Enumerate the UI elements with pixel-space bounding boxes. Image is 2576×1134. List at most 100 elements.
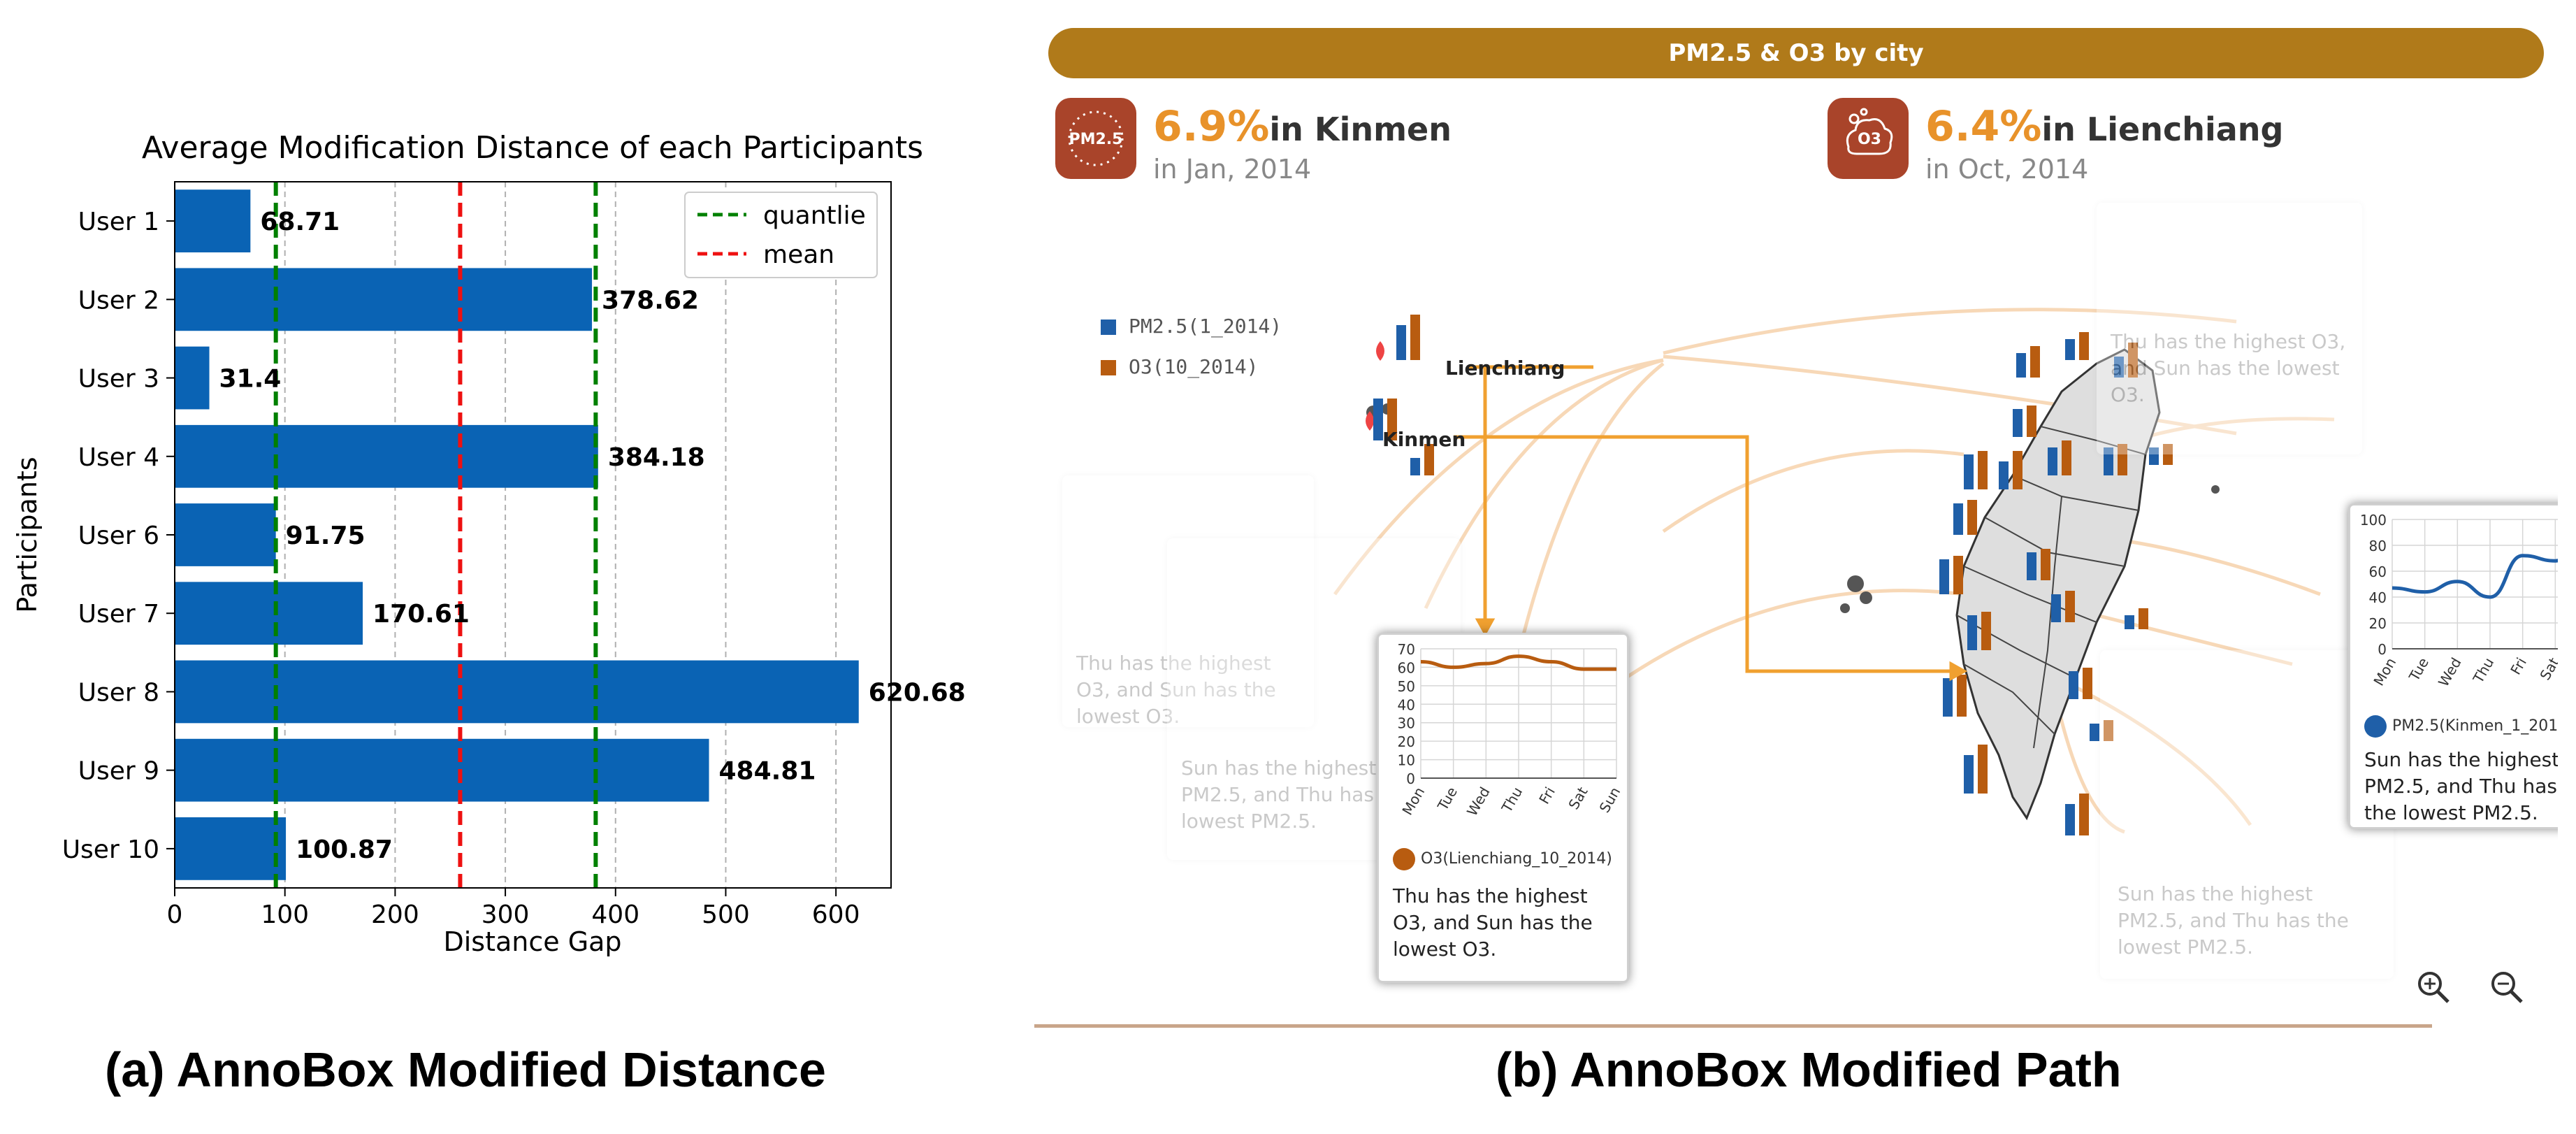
pm25-icon: PM2.5 (1055, 98, 1136, 179)
bar-value-label: 378.62 (602, 286, 699, 315)
mini-y-tick: 0 (2378, 641, 2387, 658)
annotation-card-pm25[interactable]: 100 80 60 40 20 0 Mon Tue Wed Thu Fri Sat Sun PM2.5(… (2348, 503, 2558, 829)
card-series-pm25: PM2.5(Kinmen_1_2014) (2364, 715, 2558, 738)
bar-value-label: 31.4 (219, 365, 282, 394)
zoom-out-icon[interactable] (2488, 968, 2527, 1007)
card-description: Thu has the highest O3, and Sun has the … (1393, 884, 1593, 961)
legend-o3-swatch (1101, 360, 1116, 375)
flow-curves (1333, 308, 2335, 834)
value-labels: 68.71 378.62 31.4 384.18 91.75 170.61 620.68 48… (219, 208, 966, 864)
bar (175, 660, 859, 724)
ghost-card[interactable]: Thu has the highest O3, and Sun has the … (1062, 475, 1314, 728)
x-tick-label: 0 (167, 900, 183, 929)
bar (175, 738, 709, 802)
dashboard-header: PM2.5 & O3 by city (1048, 28, 2544, 78)
legend-quantile-label: quantlie (763, 201, 866, 230)
mini-x-tick: Sun (1596, 784, 1624, 816)
zoom-in-icon[interactable] (2415, 968, 2454, 1007)
mini-x-tick: Wed (1463, 784, 1493, 819)
taiwan-map: Lienchiang Kinmen (1333, 308, 2335, 835)
ghost-card[interactable]: Thu has the highest O3, and Sun has the … (2097, 203, 2362, 454)
mini-y-tick: 20 (2369, 615, 2387, 632)
ghost-card-text: Thu has the highest O3, and Sun has the … (2111, 330, 2346, 406)
mini-y-tick: 40 (2369, 589, 2387, 606)
bar (175, 582, 363, 645)
x-tick-label: 500 (702, 900, 750, 929)
kpi-percent: 6.4% (1925, 102, 2042, 151)
map-area[interactable]: PM2.5(1_2014) O3(10_2014) (1034, 203, 2558, 1021)
mini-y-tick: 50 (1398, 678, 1415, 695)
legend-pm25-label: PM2.5(1_2014) (1129, 315, 1282, 338)
y-tick-label: User 10 (62, 835, 159, 864)
mini-x-tick: Wed (2435, 655, 2465, 690)
mini-y-tick: 20 (1398, 733, 1415, 750)
lienchiang-pin-icon (1376, 341, 1384, 361)
x-axis-ticks: 0 100 200 300 400 500 600 (167, 888, 860, 929)
bar-value-label: 484.81 (719, 757, 816, 786)
y-tick-label: User 4 (78, 443, 159, 472)
bar (175, 424, 598, 488)
bar-group (175, 189, 859, 880)
bar (175, 268, 593, 331)
bar-value-label: 620.68 (869, 678, 966, 707)
y-tick-label: User 1 (78, 208, 159, 236)
legend-o3-label: O3(10_2014) (1129, 355, 1259, 378)
ghost-card[interactable]: Sun has the highest PM2.5, and Thu has t… (2100, 650, 2394, 979)
kpi-date: in Jan, 2014 (1153, 154, 1312, 185)
bar (175, 189, 251, 252)
city-bars (1373, 315, 2173, 835)
mini-y-tick: 40 (1398, 696, 1415, 713)
bar-value-label: 384.18 (608, 443, 705, 472)
o3-icon: O3 (1828, 98, 1909, 179)
kpi-percent: 6.9% (1153, 102, 1270, 151)
mini-x-tick: Sat (1565, 784, 1591, 812)
chart-legend: quantlie mean (684, 192, 878, 278)
ghost-card-text: Sun has the highest PM2.5, and Thu has t… (2118, 882, 2349, 959)
mini-x-tick: Fri (1535, 784, 1558, 808)
x-tick-label: 300 (482, 900, 530, 929)
x-axis-label: Distance Gap (443, 926, 621, 957)
mini-y-tick: 100 (2360, 512, 2387, 529)
kinmen-label: Kinmen (1382, 428, 1466, 451)
bar-value-label: 68.71 (260, 208, 340, 236)
y-tick-label: User 8 (78, 678, 159, 707)
mini-series-line (2392, 554, 2558, 599)
kpi-date: in Oct, 2014 (1925, 154, 2089, 185)
mini-y-tick: 10 (1398, 752, 1415, 769)
y-tick-label: User 9 (78, 757, 159, 786)
card-series-label: PM2.5(Kinmen_1_2014) (2392, 717, 2558, 735)
card-series-o3: O3(Lienchiang_10_2014) (1393, 848, 1612, 870)
reference-lines (273, 182, 598, 888)
mini-y-tick: 0 (1406, 770, 1415, 787)
y-tick-label: User 2 (78, 286, 159, 315)
bar (175, 346, 210, 410)
mini-x-tick: Mon (2370, 655, 2399, 689)
bar (175, 503, 276, 566)
bar-value-label: 100.87 (296, 835, 393, 864)
mini-x-tick: Sat (2536, 654, 2558, 683)
mini-y-tick: 80 (2369, 538, 2387, 554)
distance-bar-chart: Average Modification Distance of each Pa… (12, 130, 966, 957)
card-description: Sun has the highest PM2.5, and Thu has t… (2364, 748, 2558, 824)
y-tick-label: User 6 (78, 522, 159, 550)
mini-y-tick: 70 (1398, 641, 1415, 658)
x-tick-label: 100 (261, 900, 309, 929)
air-quality-dashboard: PM2.5 & O3 by city PM2.5 6.9%in Kinmen i… (1034, 21, 2558, 1035)
annotation-card-o3[interactable]: 70 60 50 40 30 20 10 0 Mon Tue Wed Thu Fri Sat Sun O3(… (1377, 633, 1629, 983)
x-tick-label: 200 (371, 900, 419, 929)
x-tick-label: 600 (812, 900, 860, 929)
mini-y-tick: 30 (1398, 715, 1415, 732)
mini-y-tick: 60 (1398, 659, 1415, 676)
x-tick-label: 400 (591, 900, 639, 929)
mini-series-line (1420, 654, 1616, 671)
o3-icon-text: O3 (1858, 131, 1881, 148)
chart-title: Average Modification Distance of each Pa… (142, 130, 923, 166)
kpi-place: in Lienchiang (2041, 110, 2284, 148)
ghost-card-text: Sun has the highest PM2.5, and Thu has t… (1181, 756, 1412, 833)
divider (1034, 1024, 2432, 1028)
series-dot (1393, 848, 1415, 870)
ghost-card-text: Thu has the highest O3, and Sun has the … (1076, 652, 1276, 728)
mini-y-tick: 60 (2369, 564, 2387, 580)
mini-x-tick: Fri (2507, 655, 2530, 678)
